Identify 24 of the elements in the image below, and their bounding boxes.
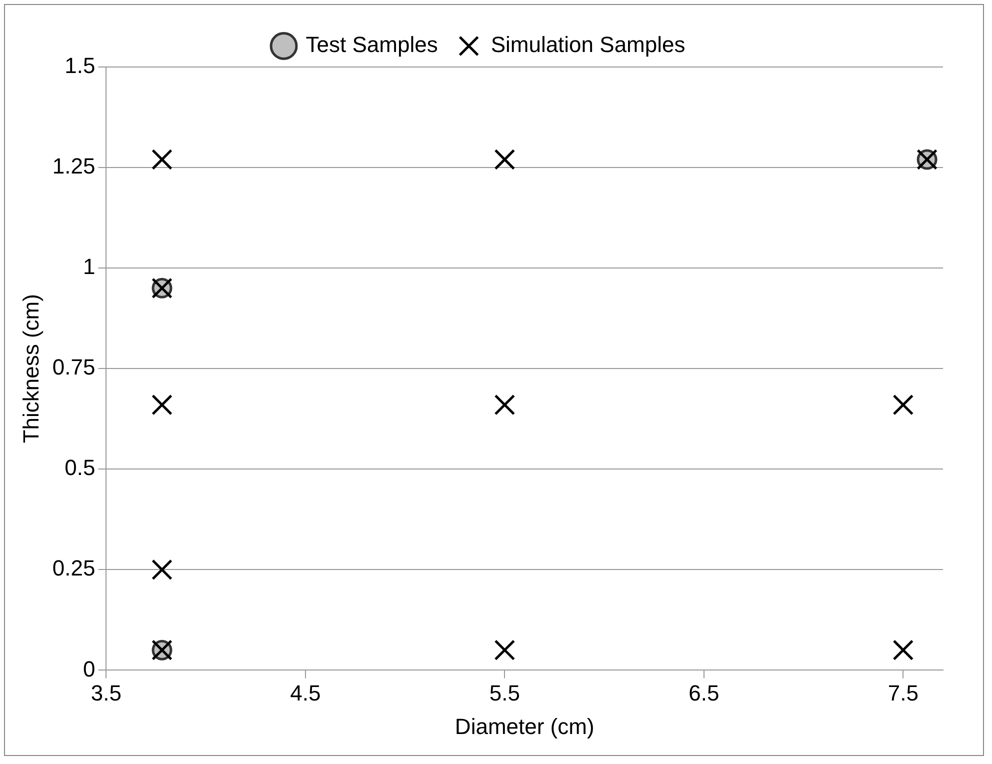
point	[892, 394, 914, 416]
point	[152, 394, 172, 416]
legend-label: Test Samples	[306, 32, 438, 58]
point	[892, 640, 914, 661]
point	[494, 394, 516, 416]
x-tick-label: 3.5	[90, 680, 122, 706]
y-tick-label: 0.25	[52, 556, 96, 581]
legend-label: Simulation Samples	[490, 32, 686, 58]
point	[494, 640, 516, 661]
x-tick-label: 6.5	[688, 680, 720, 706]
y-tick-label: 0.75	[52, 354, 96, 380]
y-axis-title: Thickness (cm)	[18, 294, 44, 444]
y-tick-label: 0	[82, 656, 96, 682]
x-tick-label: 7.5	[888, 680, 918, 706]
y-tick-label: 1	[82, 254, 96, 280]
y-tick-label: 1.25	[52, 154, 96, 179]
point	[152, 559, 172, 580]
x-tick-label: 4.5	[290, 680, 321, 706]
point	[494, 149, 516, 170]
y-tick-label: 0.5	[64, 455, 96, 480]
x-axis-title: Diameter (cm)	[454, 714, 594, 739]
x-tick-label: 5.5	[489, 680, 520, 706]
point	[152, 149, 172, 170]
y-tick-label: 1.5	[64, 53, 96, 78]
